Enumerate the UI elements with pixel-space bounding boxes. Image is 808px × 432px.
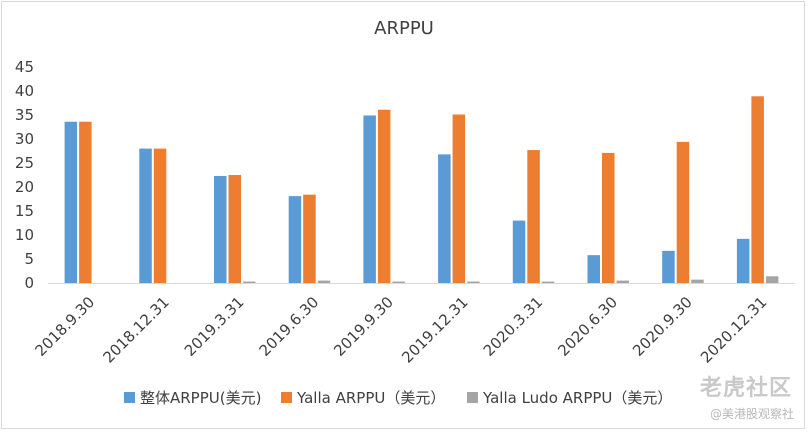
- bar: [139, 148, 152, 283]
- y-tick-label: 10: [15, 226, 34, 244]
- bar: [153, 148, 167, 283]
- legend-label: 整体ARPPU(美元): [140, 389, 261, 407]
- legend-label: Yalla ARPPU（美元）: [296, 389, 445, 407]
- bar: [317, 280, 331, 283]
- bar: [392, 281, 405, 283]
- y-tick-label: 25: [15, 154, 34, 172]
- bar: [765, 276, 779, 283]
- bar: [587, 255, 600, 283]
- x-tick-label: 2018.12.31: [99, 293, 172, 366]
- x-tick-label: 2019.3.31: [181, 293, 248, 360]
- bar: [363, 115, 376, 283]
- legend-swatch: [281, 392, 292, 403]
- bar: [288, 196, 302, 283]
- bar: [438, 154, 451, 283]
- x-tick-label: 2019.12.31: [398, 293, 471, 366]
- bar: [676, 141, 690, 283]
- x-tick-label: 2019.6.30: [256, 293, 323, 360]
- bar: [377, 109, 391, 283]
- y-tick-label: 30: [15, 130, 34, 148]
- bar: [452, 114, 466, 284]
- bar: [228, 175, 241, 283]
- bar: [736, 238, 750, 283]
- x-tick-label: 2018.9.30: [31, 293, 98, 360]
- watermark-logo: 老虎社区: [699, 376, 792, 401]
- legend-swatch: [467, 392, 478, 403]
- y-tick-label: 5: [24, 250, 34, 268]
- bar: [243, 281, 256, 283]
- bar: [662, 250, 675, 283]
- bar: [691, 279, 704, 283]
- y-tick-label: 40: [15, 82, 34, 100]
- bar: [64, 121, 78, 283]
- chart-title: ARPPU: [374, 18, 434, 39]
- bar: [751, 96, 764, 283]
- x-tick-label: 2020.9.30: [629, 293, 696, 360]
- bar: [616, 280, 629, 283]
- x-tick-label: 2020.6.30: [554, 293, 621, 360]
- bar: [541, 281, 555, 283]
- x-tick-label: 2020.3.31: [480, 293, 547, 360]
- watermark-sub: @美港股观察社: [709, 407, 794, 421]
- y-tick-label: 15: [15, 202, 34, 220]
- y-tick-label: 35: [15, 106, 34, 124]
- x-tick-label: 2020.12.31: [697, 293, 770, 366]
- y-tick-label: 20: [15, 178, 34, 196]
- legend-label: Yalla Ludo ARPPU（美元）: [482, 389, 672, 407]
- bar: [467, 281, 480, 283]
- bar: [214, 175, 227, 283]
- bar: [79, 121, 92, 283]
- bar: [527, 150, 540, 283]
- x-tick-label: 2019.9.30: [330, 293, 397, 360]
- bar: [512, 220, 526, 283]
- bar: [602, 152, 615, 283]
- bar: [303, 194, 316, 283]
- y-tick-label: 0: [24, 274, 34, 292]
- y-tick-label: 45: [15, 58, 34, 76]
- legend-swatch: [124, 392, 135, 403]
